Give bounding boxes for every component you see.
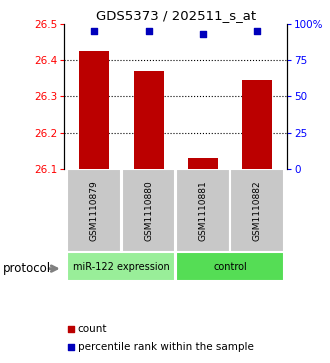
- Text: GSM1110882: GSM1110882: [253, 180, 262, 241]
- Bar: [67, 252, 176, 281]
- Text: GSM1110880: GSM1110880: [144, 180, 153, 241]
- Point: [68, 326, 74, 331]
- Text: count: count: [78, 323, 107, 334]
- Bar: [176, 252, 284, 281]
- Text: GSM1110881: GSM1110881: [198, 180, 207, 241]
- Point: [68, 344, 74, 350]
- Bar: [230, 169, 284, 252]
- Bar: [79, 51, 109, 169]
- Point: [146, 28, 151, 34]
- Text: protocol: protocol: [3, 262, 51, 275]
- Point: [92, 28, 97, 34]
- Text: miR-122 expression: miR-122 expression: [73, 262, 170, 272]
- Text: GSM1110879: GSM1110879: [90, 180, 99, 241]
- Title: GDS5373 / 202511_s_at: GDS5373 / 202511_s_at: [96, 9, 256, 23]
- Text: control: control: [213, 262, 247, 272]
- Bar: [122, 169, 176, 252]
- Bar: [242, 80, 272, 169]
- Bar: [176, 169, 230, 252]
- Bar: [134, 71, 163, 169]
- Bar: [67, 169, 121, 252]
- Point: [200, 31, 206, 37]
- Text: percentile rank within the sample: percentile rank within the sample: [78, 342, 253, 352]
- Point: [254, 28, 260, 34]
- Bar: [188, 158, 218, 169]
